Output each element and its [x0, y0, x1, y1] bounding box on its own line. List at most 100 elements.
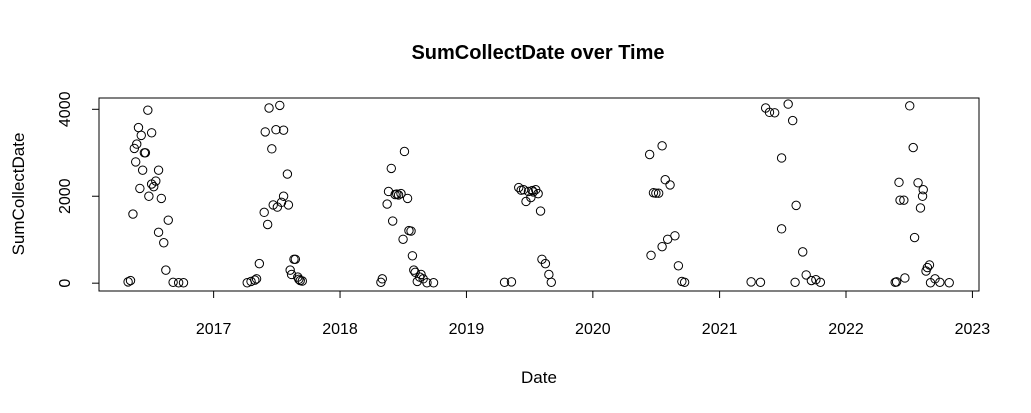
data-point — [764, 107, 775, 118]
data-point — [297, 276, 307, 286]
data-point — [416, 269, 426, 280]
data-point — [673, 261, 684, 271]
data-point — [526, 192, 536, 203]
data-point — [544, 269, 554, 280]
data-point — [161, 265, 171, 275]
data-point — [123, 277, 133, 287]
data-point — [665, 180, 675, 190]
data-point — [406, 226, 416, 236]
x-tick-label: 2020 — [575, 321, 611, 338]
data-point — [398, 234, 408, 244]
data-point — [651, 188, 661, 198]
data-point — [392, 189, 402, 199]
data-point — [410, 267, 420, 278]
data-point — [125, 275, 136, 286]
data-point — [153, 227, 164, 238]
x-axis: 2017 2018 2019 2020 2021 2022 2023 — [196, 290, 991, 338]
x-tick-label: 2022 — [828, 321, 864, 338]
data-point — [944, 278, 954, 288]
data-point — [153, 165, 164, 175]
data-point — [428, 278, 439, 288]
data-point — [506, 277, 517, 287]
data-point — [499, 277, 510, 288]
data-point — [283, 200, 294, 210]
data-point — [895, 195, 905, 205]
data-point — [776, 153, 787, 163]
data-point — [670, 231, 680, 241]
data-point — [924, 260, 935, 270]
data-point — [151, 176, 161, 186]
data-point — [409, 265, 419, 275]
x-tick-label: 2021 — [702, 321, 738, 338]
x-tick-label: 2023 — [955, 321, 991, 338]
data-point — [657, 141, 667, 151]
data-point — [156, 193, 167, 204]
data-point — [136, 130, 146, 141]
data-point — [930, 274, 940, 284]
x-axis-label: Date — [521, 368, 557, 387]
data-point — [922, 262, 933, 273]
data-point — [791, 200, 801, 211]
data-point — [915, 203, 926, 213]
chart-title: SumCollectDate over Time — [411, 42, 664, 64]
data-point — [660, 175, 670, 185]
data-point — [811, 274, 821, 285]
y-tick-label: 2000 — [57, 178, 74, 214]
data-point — [278, 191, 289, 201]
data-point — [798, 247, 808, 257]
data-point — [905, 101, 915, 111]
data-point — [377, 274, 387, 284]
data-point — [135, 183, 145, 194]
data-point — [133, 122, 144, 133]
data-point — [540, 258, 551, 269]
data-point — [251, 274, 262, 284]
y-axis-label: SumCollectDate — [9, 133, 28, 256]
data-point — [254, 258, 265, 269]
data-point — [149, 181, 159, 192]
data-point — [935, 277, 945, 288]
data-point — [386, 163, 396, 174]
data-point — [653, 188, 664, 198]
data-point — [259, 207, 269, 218]
data-points — [123, 99, 954, 288]
data-point — [275, 100, 285, 111]
data-point — [755, 277, 766, 288]
data-point — [262, 219, 273, 230]
data-point — [143, 105, 153, 115]
data-point — [422, 278, 432, 288]
y-tick-label: 0 — [57, 279, 74, 288]
data-point — [918, 185, 928, 195]
data-point — [128, 209, 138, 219]
data-point — [399, 146, 410, 157]
x-tick-label: 2018 — [322, 321, 358, 338]
data-point — [276, 197, 287, 208]
data-point — [815, 277, 826, 288]
data-point — [546, 277, 556, 288]
data-point — [383, 186, 394, 197]
data-point — [646, 250, 656, 261]
data-point — [393, 190, 404, 200]
data-point — [514, 182, 524, 193]
data-point — [278, 125, 289, 135]
y-tick-label: 4000 — [57, 91, 74, 127]
data-point — [144, 191, 154, 201]
data-point — [909, 232, 920, 243]
data-point — [657, 241, 667, 252]
x-tick-label: 2017 — [196, 321, 232, 338]
data-point — [402, 193, 413, 204]
data-point — [173, 278, 184, 288]
data-point — [790, 277, 800, 288]
data-point — [267, 144, 277, 154]
data-point — [168, 277, 178, 288]
data-point — [159, 238, 169, 248]
data-point — [264, 103, 274, 113]
data-point — [163, 215, 173, 225]
data-point — [282, 169, 293, 179]
data-point — [286, 269, 297, 280]
data-point — [801, 270, 811, 280]
data-point — [679, 277, 690, 288]
data-point — [137, 165, 148, 175]
data-point — [250, 275, 260, 285]
